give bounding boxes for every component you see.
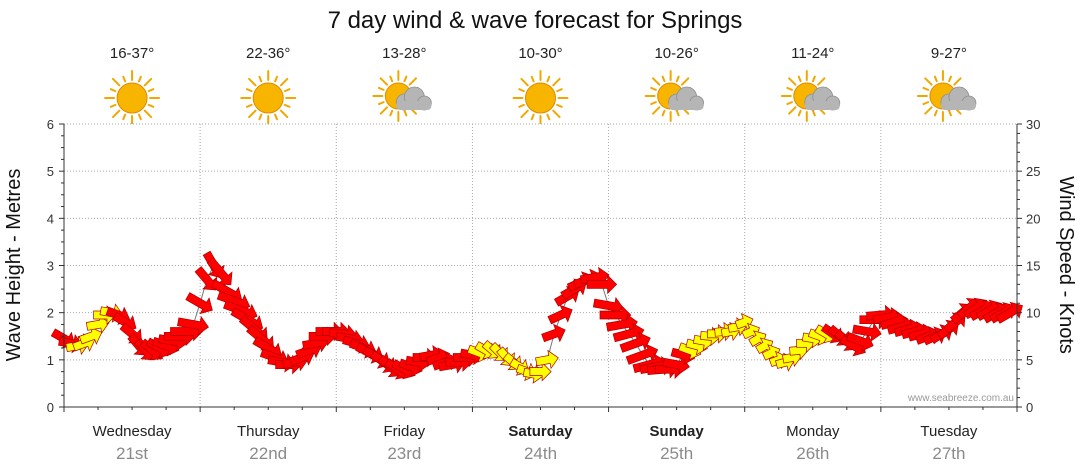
day-name-label: Sunday [650, 423, 705, 440]
day-name-label: Tuesday [920, 423, 977, 440]
day-date-label: 26th [796, 444, 829, 463]
day-date-label: 25th [660, 444, 693, 463]
sun-cloud-icon [372, 70, 432, 122]
temperature-range: 10-26° [654, 45, 698, 62]
cloud-shape [804, 86, 841, 111]
axes: 0 1 2 3 4 5 6 0 5 10 15 20 25 30 [47, 117, 1041, 415]
left-tick-label: 1 [47, 353, 54, 368]
wind-arrow [662, 355, 690, 375]
left-tick-label: 3 [47, 259, 54, 274]
temperature-range: 13-28° [382, 45, 426, 62]
sun-icon [240, 70, 297, 126]
sun-cloud-icon [644, 70, 705, 122]
temperature-range: 9-27° [931, 45, 967, 62]
right-tick-label: 10 [1026, 306, 1040, 321]
right-tick-label: 30 [1026, 117, 1040, 132]
sun-disc [252, 82, 284, 114]
wind-arrow [529, 361, 552, 382]
sun-disc [116, 82, 148, 114]
right-tick-label: 25 [1026, 164, 1040, 179]
day-name-label: Thursday [237, 423, 300, 440]
day-name-label: Monday [786, 423, 840, 440]
right-axis-title: Wind Speed - Knots [1055, 176, 1077, 354]
wind-arrow [619, 331, 651, 353]
left-tick-label: 6 [47, 117, 54, 132]
grid-lines [64, 123, 1017, 407]
sun-rays [240, 70, 297, 126]
wind-arrow [177, 315, 209, 336]
sun-icon [104, 70, 161, 126]
cloud-shape [668, 86, 705, 111]
day-date-label: 23rd [387, 444, 421, 463]
wind-arrow [586, 274, 618, 295]
sun-disc [525, 82, 556, 114]
day-name-label: Wednesday [93, 423, 172, 440]
left-axis-title: Wave Height - Metres [3, 169, 25, 362]
temperature-range: 16-37° [110, 45, 154, 62]
sun-rays [512, 70, 569, 126]
left-tick-label: 0 [47, 400, 54, 415]
cloud-shape [395, 86, 432, 111]
day-labels: Wednesday 21st Thursday 22nd Friday 23rd Satur… [93, 423, 978, 463]
right-tick-label: 0 [1026, 400, 1033, 415]
wind-arrow [535, 349, 559, 370]
wind-arrow [852, 322, 882, 343]
right-tick-label: 15 [1026, 259, 1040, 274]
chart-title: 7 day wind & wave forecast for Springs [328, 7, 743, 34]
sun-cloud-icon [780, 70, 841, 122]
left-tick-label: 2 [47, 306, 54, 321]
wind-arrow [85, 314, 110, 334]
wind-arrow [194, 266, 218, 291]
wind-arrow [547, 304, 573, 325]
wind-arrow [78, 326, 103, 345]
cloud-shape [940, 86, 977, 111]
sun-icon [512, 70, 569, 126]
plot-area: 0 1 2 3 4 5 6 0 5 10 15 20 25 30 [47, 117, 1041, 415]
temperature-range: 10-30° [518, 45, 562, 62]
day-date-label: 24th [524, 444, 557, 463]
wind-arrow [845, 332, 874, 352]
wind-arrow [206, 257, 233, 286]
day-date-label: 22nd [249, 444, 287, 463]
sun-rays [104, 70, 161, 126]
temperature-range: 22-36° [246, 45, 290, 62]
daily-forecast-row: 16-37° 22-36° 13-28° 10-30° 10-26° 11-24° 9-27… [104, 45, 977, 126]
wind-arrow [541, 323, 566, 343]
wind-arrow [185, 292, 213, 315]
sun-cloud-icon [916, 70, 977, 122]
right-tick-label: 20 [1026, 211, 1040, 226]
left-tick-label: 4 [47, 211, 54, 226]
wind-arrows [50, 250, 1023, 384]
right-tick-label: 5 [1026, 353, 1033, 368]
left-tick-label: 5 [47, 164, 54, 179]
day-name-label: Saturday [508, 423, 573, 440]
credit-text: www.seabreeze.com.au [907, 393, 1014, 404]
day-date-label: 21st [116, 444, 148, 463]
day-date-label: 27th [932, 444, 965, 463]
wind-arrow [995, 301, 1023, 324]
temperature-range: 11-24° [791, 45, 834, 62]
day-name-label: Friday [384, 423, 426, 440]
